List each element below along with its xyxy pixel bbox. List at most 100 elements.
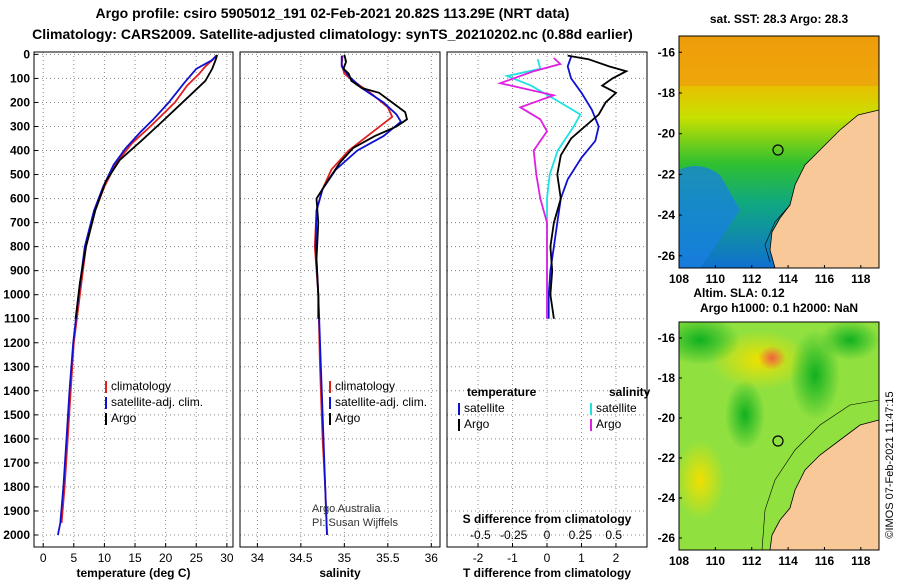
- depth-ytick-label: 900: [10, 264, 30, 278]
- depth-ytick-label: 300: [10, 119, 30, 133]
- diff-xtick-label: -2: [473, 551, 484, 565]
- sla-map-subtitle: Argo h1000: 0.1 h2000: NaN: [700, 301, 858, 315]
- sst-xtick-label: 110: [706, 272, 726, 286]
- temp-xtick-label: 10: [98, 551, 112, 565]
- diff-xlabel2: S difference from climatology: [463, 512, 632, 526]
- sst-ytick-label: -22: [658, 167, 676, 181]
- sal-xtick-label: 35: [338, 551, 352, 565]
- diff-xlabel: T difference from climatology: [463, 566, 631, 580]
- sla-low-blob-2: [725, 380, 765, 450]
- diff-legend-label: Argo: [596, 417, 622, 431]
- temp-xtick-label: 5: [70, 551, 77, 565]
- diff-xtick-label: 2: [613, 551, 620, 565]
- diff-xtick-label: -1: [507, 551, 518, 565]
- diff-xtick-label: 1: [578, 551, 585, 565]
- sal-panel: 34 34.5 35 35.5 36 salinity climatology satelli…: [239, 51, 441, 580]
- figure-title-line1: Argo profile: csiro 5905012_191 02-Feb-2…: [95, 5, 570, 21]
- temp-xtick-label: 15: [128, 551, 142, 565]
- sst-map: [679, 36, 879, 268]
- temp-xlabel: temperature (deg C): [76, 566, 190, 580]
- sst-warm-band: [679, 36, 879, 86]
- diff-legend-label: Argo: [464, 417, 490, 431]
- temp-series-climatology: [60, 55, 217, 524]
- sal-legend-label: climatology: [335, 379, 395, 393]
- sla-bathy-contour: [761, 399, 879, 550]
- sla-map: [679, 322, 879, 550]
- diff-series-t-satellite: [547, 56, 600, 319]
- sal-annotation: Argo Australia: [312, 503, 381, 515]
- temp-xtick-label: 30: [220, 551, 234, 565]
- sla-ytick-label: -18: [658, 371, 676, 385]
- sla-xtick-label: 116: [815, 554, 835, 568]
- sla-peak-blob: [758, 346, 786, 370]
- diff-xtick2-label: -0.25: [500, 528, 528, 542]
- sla-xtick-label: 108: [669, 554, 689, 568]
- sal-xtick-label: 35.5: [376, 551, 400, 565]
- sst-xtick-label: 118: [851, 272, 871, 286]
- sla-argo-marker: [772, 435, 784, 447]
- sla-land: [769, 419, 879, 550]
- sla-ytick-label: -26: [658, 531, 676, 545]
- temp-series-argo: [74, 54, 218, 319]
- sal-series-argo: [315, 54, 409, 319]
- sst-map-title: sat. SST: 28.3 Argo: 28.3: [710, 12, 849, 26]
- sla-ytick-label: -22: [658, 451, 676, 465]
- sst-ytick-label: -24: [658, 208, 676, 222]
- sst-xtick-label: 112: [742, 272, 762, 286]
- sal-xtick-label: 36: [425, 551, 439, 565]
- depth-ytick-label: 500: [10, 168, 30, 182]
- sal-legend-label: satellite-adj. clim.: [335, 395, 427, 409]
- diff-xtick2-label: 0.5: [605, 528, 622, 542]
- diff-legend-title-t: temperature: [467, 385, 537, 399]
- temp-legend-label: satellite-adj. clim.: [111, 395, 203, 409]
- sst-xtick-label: 108: [669, 272, 689, 286]
- diff-legend-label: satellite: [464, 401, 505, 415]
- sla-low-blob-4: [820, 322, 879, 360]
- depth-ytick-label: 800: [10, 240, 30, 254]
- diff-series-s-argo: [497, 57, 563, 319]
- sla-xtick-label: 114: [778, 554, 798, 568]
- depth-ytick-label: 0: [23, 47, 30, 61]
- sst-ytick-label: -20: [658, 127, 676, 141]
- temp-frame: [33, 51, 234, 548]
- temp-series-satellite-adj--clim-: [57, 54, 218, 536]
- diff-legend-title-s: salinity: [609, 385, 651, 399]
- depth-ytick-label: 1700: [3, 456, 30, 470]
- depth-ytick-label: 1400: [3, 384, 30, 398]
- temp-panel: 0 5 10 15 20 25 300100200300400500600700800900…: [3, 47, 234, 580]
- temp-legend-label: Argo: [111, 411, 137, 425]
- sst-cool-region: [679, 166, 740, 268]
- sla-ytick-label: -20: [658, 411, 676, 425]
- sla-map-frame: [678, 321, 880, 551]
- depth-ytick-label: 1300: [3, 360, 30, 374]
- sla-xtick-label: 118: [851, 554, 871, 568]
- temp-xtick-label: 20: [159, 551, 173, 565]
- diff-xtick2-label: 0.25: [569, 528, 593, 542]
- depth-ytick-label: 1500: [3, 408, 30, 422]
- diff-xtick-label: 0: [544, 551, 551, 565]
- depth-ytick-label: 200: [10, 95, 30, 109]
- diff-panel: -2 -1 0 1 2T difference from climatology temp…: [446, 51, 651, 580]
- depth-ytick-label: 100: [10, 71, 30, 85]
- sla-ytick-label: -24: [658, 491, 676, 505]
- footer-timestamp: ©IMOS 07-Feb-2021 11:47:15: [884, 391, 896, 538]
- sal-xtick-label: 34.5: [289, 551, 313, 565]
- figure-title-line2: Climatology: CARS2009. Satellite-adjuste…: [32, 26, 633, 42]
- sst-xtick-label: 116: [815, 272, 835, 286]
- sla-map-title: Altim. SLA: 0.12: [693, 286, 785, 300]
- diff-series-t-argo: [549, 54, 629, 319]
- depth-ytick-label: 600: [10, 192, 30, 206]
- depth-ytick-label: 1900: [3, 504, 30, 518]
- diff-xtick2-label: 0: [544, 528, 551, 542]
- sst-bathy-contour: [764, 204, 791, 263]
- temp-xtick-label: 25: [190, 551, 204, 565]
- depth-ytick-label: 1800: [3, 480, 30, 494]
- sst-map-frame: [678, 35, 880, 269]
- sla-high-blob-2: [679, 440, 725, 520]
- sal-legend-label: Argo: [335, 411, 361, 425]
- sla-xtick-label: 110: [706, 554, 726, 568]
- diff-xtick2-label: -0.5: [470, 528, 491, 542]
- sst-argo-marker: [772, 144, 784, 156]
- depth-ytick-label: 1600: [3, 432, 30, 446]
